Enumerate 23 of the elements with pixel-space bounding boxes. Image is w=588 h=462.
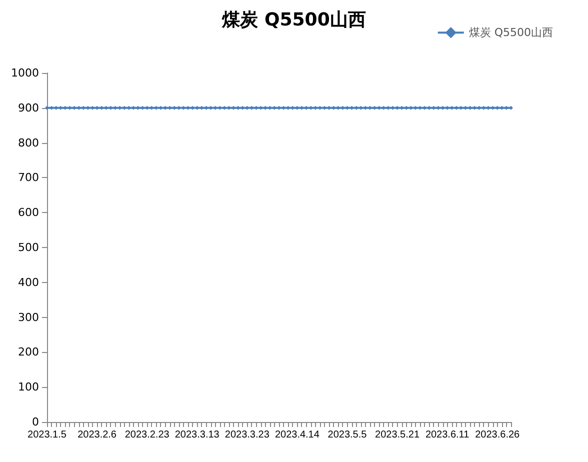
y-tick-label: 0 [32,416,39,428]
y-tick-label: 900 [18,101,39,114]
x-tick-label: 2023.2.23 [124,430,170,440]
y-tick-label: 500 [18,241,39,254]
legend-label: 煤炭 Q5500山西 [468,26,554,40]
x-tick-label: 2023.4.14 [274,430,320,440]
x-tick-label: 2023.3.23 [224,430,270,440]
x-tick-label: 2023.5.21 [375,430,420,440]
y-tick-label: 300 [18,310,39,324]
x-tick-label: 2023.1.5 [28,430,67,440]
x-tick-label: 2023.5.5 [328,430,368,440]
y-tick-label: 800 [18,136,39,150]
x-tick-label: 2023.2.6 [78,430,117,440]
y-tick-label: 400 [18,276,39,289]
x-tick-label: 2023.6.26 [475,430,520,440]
x-tick-label: 2023.3.13 [174,430,220,440]
y-tick-label: 200 [18,346,39,359]
chart-title: 煤炭 Q5500山西 [221,10,366,30]
y-tick-label: 700 [18,171,39,184]
y-tick-label: 100 [18,380,39,394]
x-tick-label: 2023.6.11 [425,430,470,440]
y-tick-label: 1000 [11,66,39,80]
y-tick-label: 600 [18,206,39,220]
